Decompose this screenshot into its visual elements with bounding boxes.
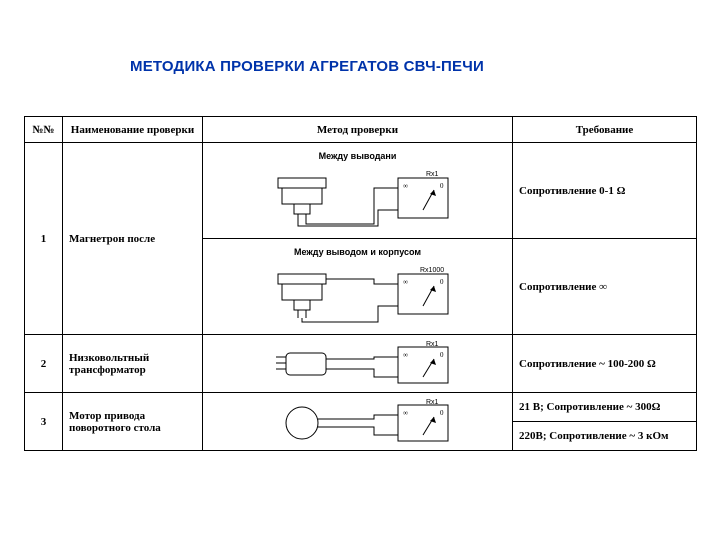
meter-zero-label: 0: [440, 409, 444, 417]
diagram-caption: Между выводани: [209, 151, 506, 161]
meter-zero-label: 0: [440, 278, 444, 286]
cell-req: Сопротивление ∞: [513, 239, 697, 335]
col-header-method: Метод проверки: [203, 117, 513, 143]
meter-zero-label: 0: [440, 182, 444, 190]
cell-method: Rx1 ∞ 0: [203, 335, 513, 393]
meter-scale-label: Rx1: [426, 341, 439, 348]
diagram-magnetron-body: Rx1000 ∞ 0: [258, 260, 458, 326]
cell-req: 21 В; Сопротивление ~ 300Ω: [513, 393, 697, 422]
table-row: 2 Низковольтный трансформатор Rx1 ∞ 0: [25, 335, 697, 393]
checks-table: №№ Наименование проверки Метод проверки …: [24, 116, 697, 451]
page-title: МЕТОДИКА ПРОВЕРКИ АГРЕГАТОВ СВЧ-ПЕЧИ: [130, 58, 484, 75]
cell-method: Между выводани Rx1 ∞ 0: [203, 143, 513, 239]
meter-inf-label: ∞: [403, 409, 408, 417]
col-header-req: Требование: [513, 117, 697, 143]
meter-scale-label: Rx1: [426, 171, 439, 178]
table-row: 1 Магнетрон после Между выводани Rx1: [25, 143, 697, 239]
cell-req: Сопротивление 0-1 Ω: [513, 143, 697, 239]
cell-num: 1: [25, 143, 63, 335]
diagram-caption: Между выводом и корпусом: [209, 247, 506, 257]
col-header-name: Наименование проверки: [63, 117, 203, 143]
meter-inf-label: ∞: [403, 351, 408, 359]
cell-name: Мотор привода поворотного стола: [63, 393, 203, 451]
meter-scale-label: Rx1: [426, 399, 439, 406]
cell-method: Rx1 ∞ 0: [203, 393, 513, 451]
meter-scale-label: Rx1000: [420, 267, 444, 274]
diagram-motor: Rx1 ∞ 0: [258, 399, 458, 445]
meter-inf-label: ∞: [403, 278, 408, 286]
diagram-transformer: Rx1 ∞ 0: [258, 341, 458, 387]
cell-name: Магнетрон после: [63, 143, 203, 335]
cell-num: 2: [25, 335, 63, 393]
table-row: 3 Мотор привода поворотного стола Rx1 ∞ …: [25, 393, 697, 422]
cell-name: Низковольтный трансформатор: [63, 335, 203, 393]
cell-num: 3: [25, 393, 63, 451]
meter-inf-label: ∞: [403, 182, 408, 190]
diagram-magnetron-leads: Rx1 ∞ 0: [258, 164, 458, 230]
meter-zero-label: 0: [440, 351, 444, 359]
table-header-row: №№ Наименование проверки Метод проверки …: [25, 117, 697, 143]
cell-req: 220В; Сопротивление ~ 3 кОм: [513, 422, 697, 451]
cell-method: Между выводом и корпусом Rx1000 ∞ 0: [203, 239, 513, 335]
col-header-num: №№: [25, 117, 63, 143]
cell-req: Сопротивление ~ 100-200 Ω: [513, 335, 697, 393]
